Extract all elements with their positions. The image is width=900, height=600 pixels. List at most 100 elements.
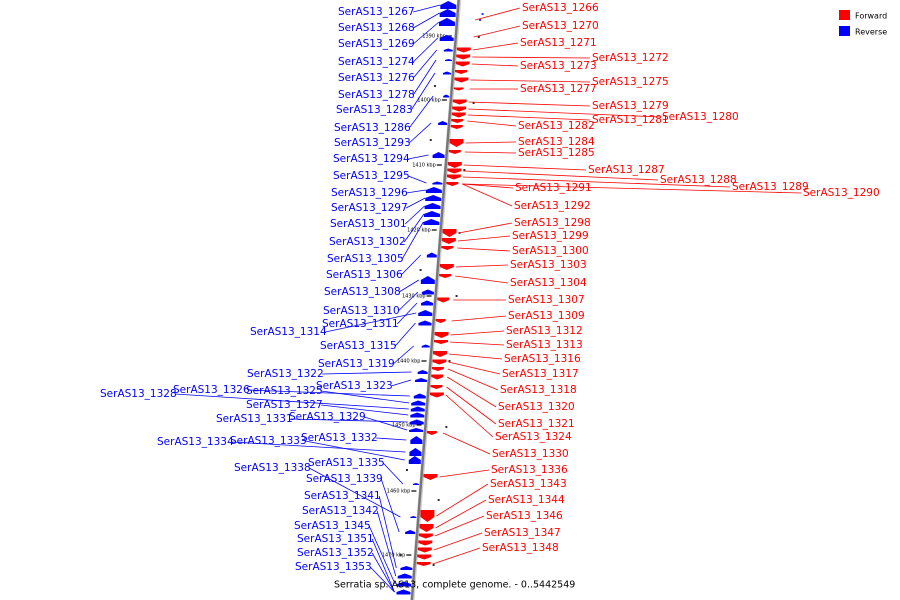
label-leader-line xyxy=(447,376,497,408)
gene-label-seras13-1274: SerAS13_1274 xyxy=(338,56,415,68)
label-leader-line xyxy=(322,371,412,375)
gene-label-seras13-1297: SerAS13_1297 xyxy=(331,202,408,214)
small-gene-glyph xyxy=(429,139,432,141)
small-gene-glyph xyxy=(445,426,448,428)
label-leader-line xyxy=(376,510,397,577)
reverse-gene-glyph xyxy=(443,94,450,98)
label-leader-line xyxy=(455,275,509,284)
label-leader-line xyxy=(462,183,802,194)
gene-label-seras13-1347: SerAS13_1347 xyxy=(484,527,561,539)
reverse-gene-glyph xyxy=(423,219,440,225)
forward-gene-glyph xyxy=(442,229,457,237)
gene-label-seras13-1294: SerAS13_1294 xyxy=(333,153,410,165)
forward-gene-glyph xyxy=(431,374,444,380)
gene-label-seras13-1317: SerAS13_1317 xyxy=(502,368,579,380)
reverse-gene-glyph xyxy=(415,378,428,382)
reverse-gene-glyph xyxy=(426,252,437,258)
label-leader-line xyxy=(305,440,405,461)
reverse-gene-glyph xyxy=(432,181,443,185)
legend-reverse-swatch xyxy=(839,26,850,36)
forward-gene-glyph xyxy=(418,533,433,539)
reverse-gene-glyph xyxy=(413,393,426,399)
gene-label-seras13-1276: SerAS13_1276 xyxy=(338,72,415,84)
forward-gene-glyph xyxy=(417,547,432,553)
forward-gene-glyph xyxy=(420,510,435,522)
reverse-gene-glyph xyxy=(420,276,435,284)
gene-label-seras13-1310: SerAS13_1310 xyxy=(323,305,400,317)
gene-labels: SerAS13_1267 SerAS13_1268 SerAS13_1269 SerA… xyxy=(100,2,880,593)
forward-gene-glyph xyxy=(416,562,431,566)
small-gene-glyph xyxy=(448,360,451,362)
label-leader-line xyxy=(472,42,519,51)
gene-label-seras13-1320: SerAS13_1320 xyxy=(498,401,575,413)
label-leader-line xyxy=(371,552,395,593)
label-leader-line xyxy=(369,566,395,593)
gene-label-seras13-1295: SerAS13_1295 xyxy=(333,170,410,182)
label-leader-line xyxy=(368,525,396,585)
tick-label: 1410 kbp xyxy=(412,163,436,169)
reverse-gene-glyph xyxy=(410,412,425,418)
reverse-gene-glyph xyxy=(424,203,441,209)
gene-label-seras13-1292: SerAS13_1292 xyxy=(514,200,591,212)
genome-caption: Serratia sp. AS13, complete genome. - 0.… xyxy=(334,580,575,591)
label-leader-line xyxy=(309,467,401,518)
label-leader-line xyxy=(406,197,426,209)
tick-label: 1400 kbp xyxy=(417,98,441,104)
reverse-gene-glyph xyxy=(425,195,442,201)
gene-label-seras13-1329: SerAS13_1329 xyxy=(289,411,366,423)
label-leader-line xyxy=(325,312,417,333)
gene-label-seras13-1281: SerAS13_1281 xyxy=(592,114,669,126)
gene-label-seras13-1344: SerAS13_1344 xyxy=(488,494,565,506)
reverse-gene-glyph xyxy=(410,516,417,518)
gene-label-seras13-1288: SerAS13_1288 xyxy=(660,174,737,186)
label-leader-line xyxy=(371,538,395,593)
gene-label-seras13-1269: SerAS13_1269 xyxy=(338,38,415,50)
tick-label: 1460 kbp xyxy=(387,489,411,495)
label-leader-line xyxy=(432,547,481,565)
reverse-gene-glyph xyxy=(397,581,412,587)
label-leader-line xyxy=(447,368,499,391)
legend-forward-label: Forward xyxy=(855,12,887,21)
gene-label-seras13-1328: SerAS13_1328 xyxy=(100,388,177,400)
forward-gene-glyph xyxy=(439,274,452,278)
tick-label: 1450 kbp xyxy=(392,423,416,429)
gene-label-seras13-1323: SerAS13_1323 xyxy=(316,380,393,392)
forward-gene-glyph xyxy=(456,47,471,53)
forward-gene-glyph xyxy=(419,524,434,532)
gene-label-seras13-1339: SerAS13_1339 xyxy=(306,473,383,485)
label-leader-line xyxy=(442,432,491,455)
label-leader-line xyxy=(468,108,661,118)
gene-label-seras13-1331: SerAS13_1331 xyxy=(216,413,293,425)
gene-label-seras13-1342: SerAS13_1342 xyxy=(302,505,379,517)
gene-label-seras13-1301: SerAS13_1301 xyxy=(330,218,407,230)
forward-gene-glyph xyxy=(455,61,470,67)
gene-label-seras13-1311: SerAS13_1311 xyxy=(322,318,399,330)
gene-label-seras13-1314: SerAS13_1314 xyxy=(250,326,327,338)
gene-label-seras13-1325: SerAS13_1325 xyxy=(246,385,323,397)
label-leader-line xyxy=(465,141,517,144)
forward-gene-glyph xyxy=(455,70,468,74)
label-leader-line xyxy=(396,302,418,325)
gene-label-seras13-1345: SerAS13_1345 xyxy=(294,520,371,532)
label-leader-line xyxy=(434,515,485,537)
gene-label-seras13-1313: SerAS13_1313 xyxy=(506,339,583,351)
gene-label-seras13-1271: SerAS13_1271 xyxy=(520,37,597,49)
gene-label-seras13-1280: SerAS13_1280 xyxy=(662,111,739,123)
label-leader-line xyxy=(391,379,412,387)
reverse-gene-glyph xyxy=(405,530,416,534)
small-gene-glyph xyxy=(463,169,466,171)
label-leader-line xyxy=(455,264,509,268)
gene-label-seras13-1266: SerAS13_1266 xyxy=(522,2,599,14)
gene-label-seras13-1322: SerAS13_1322 xyxy=(247,368,324,380)
reverse-gene-glyph xyxy=(409,448,422,456)
forward-gene-glyph xyxy=(452,106,467,112)
reverse-gene-glyph xyxy=(409,419,424,425)
label-leader-line xyxy=(470,79,591,83)
forward-gene-glyph xyxy=(429,392,444,398)
small-gene-glyph xyxy=(419,269,422,271)
reverse-gene-glyph xyxy=(421,289,434,295)
label-leader-line xyxy=(463,170,659,181)
forward-gene-glyph xyxy=(435,319,446,323)
label-leader-line xyxy=(408,95,434,129)
